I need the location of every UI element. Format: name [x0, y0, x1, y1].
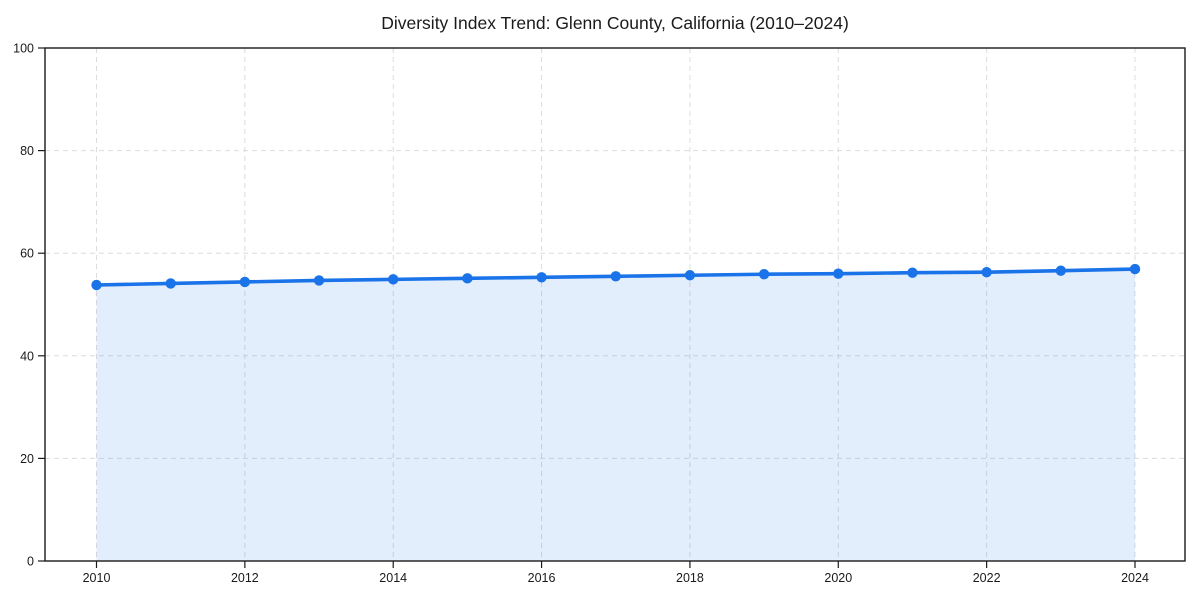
data-point-2019: [758, 269, 770, 280]
data-point-2011: [165, 278, 176, 289]
x-tick-label: 2016: [528, 571, 556, 585]
y-tick-label: 20: [20, 452, 34, 466]
x-tick-label: 2024: [1121, 571, 1149, 585]
y-tick-label: 40: [20, 349, 34, 363]
data-point-2012: [239, 276, 251, 288]
data-point-2017: [610, 271, 621, 282]
x-tick-label: 2018: [676, 571, 704, 585]
series-layer: [91, 263, 1141, 561]
x-tick-label: 2014: [379, 571, 407, 585]
plot-border: [44, 47, 1186, 562]
x-tick-label: 2010: [83, 571, 111, 585]
data-point-2021: [907, 267, 918, 278]
x-tick-label: 2012: [231, 571, 259, 585]
data-point-2018: [684, 270, 696, 281]
data-point-2022: [981, 266, 992, 278]
area-fill: [96, 269, 1135, 561]
data-point-2014: [388, 274, 399, 285]
y-tick-label: 100: [13, 42, 34, 56]
chart-title: Diversity Index Trend: Glenn County, Cal…: [381, 13, 849, 33]
data-point-2015: [462, 273, 473, 284]
axis-layer: 2010 2012 2014 2016 2018 2020 2022 2024 0 20 40 60 8…: [13, 42, 1186, 585]
grid-layer: [45, 48, 1185, 561]
data-point-2010: [91, 279, 102, 291]
y-tick-label: 80: [20, 144, 34, 158]
y-tick-label: 0: [27, 555, 34, 569]
data-point-2024: [1129, 263, 1141, 275]
data-point-2013: [313, 275, 325, 286]
x-tick-label: 2020: [824, 571, 852, 585]
data-point-2023: [1055, 265, 1067, 276]
x-tick-label: 2022: [973, 571, 1001, 585]
data-point-2016: [536, 272, 547, 283]
data-point-2020: [833, 268, 844, 279]
y-tick-label: 60: [20, 247, 34, 261]
